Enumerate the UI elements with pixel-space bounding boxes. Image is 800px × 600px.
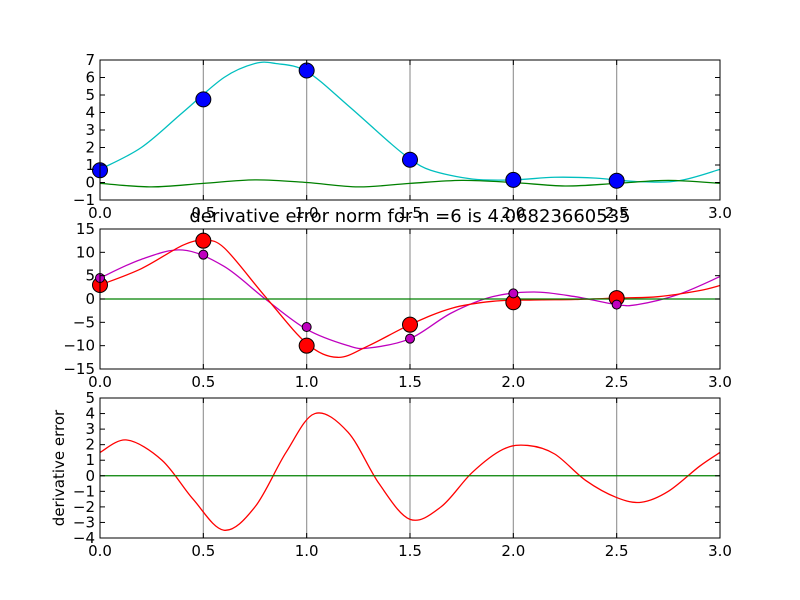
- chart-title: derivative error norm for n =6 is 4.0682…: [189, 206, 630, 227]
- y-tick-label: −4: [73, 529, 95, 547]
- x-tick-label: 2.0: [501, 542, 525, 560]
- data-point: [301, 322, 312, 332]
- x-tick-label: 1.5: [398, 204, 422, 222]
- data-point: [611, 299, 622, 310]
- x-tick-label: 2.5: [605, 204, 629, 222]
- x-tick-label: 2.5: [605, 542, 629, 560]
- data-point: [508, 288, 519, 299]
- data-point: [405, 333, 415, 344]
- series-line-1: [100, 61, 720, 183]
- y-tick-label: 7: [85, 51, 95, 69]
- plot-area: [100, 412, 720, 531]
- data-point: [505, 171, 522, 188]
- y-tick-label: 1: [85, 156, 95, 174]
- x-tick-label: 0.5: [191, 542, 215, 560]
- data-point: [402, 316, 418, 333]
- y-tick-label: 5: [85, 389, 95, 407]
- x-tick-label: 1.5: [398, 373, 422, 391]
- x-tick-label: 0.5: [191, 373, 215, 391]
- y-axis-label: derivative error: [50, 409, 68, 526]
- y-tick-label: 3: [85, 420, 95, 438]
- y-tick-label: −15: [63, 360, 95, 378]
- x-tick-label: 0.0: [88, 542, 112, 560]
- y-tick-label: −5: [73, 313, 95, 331]
- y-tick-label: 10: [76, 243, 95, 261]
- y-tick-label: −1: [73, 191, 95, 209]
- y-tick-label: 0: [85, 174, 95, 192]
- y-tick-label: 5: [85, 267, 95, 285]
- y-tick-label: 0: [85, 467, 95, 485]
- x-tick-label: 1.0: [295, 373, 319, 391]
- y-tick-label: 6: [85, 69, 95, 87]
- data-point: [402, 151, 418, 168]
- x-tick-label: 1.5: [398, 542, 422, 560]
- series-line-1: [100, 412, 720, 531]
- x-tick-label: 1.0: [295, 204, 319, 222]
- y-tick-label: −2: [73, 498, 95, 516]
- x-tick-label: 3.0: [708, 373, 732, 391]
- y-tick-label: 2: [85, 436, 95, 454]
- x-tick-label: 1.0: [295, 542, 319, 560]
- x-tick-label: 2.5: [605, 373, 629, 391]
- y-tick-label: 15: [76, 220, 95, 238]
- data-point: [195, 91, 212, 108]
- x-tick-label: 2.0: [501, 204, 525, 222]
- y-tick-label: 4: [85, 104, 95, 122]
- x-tick-label: 0.0: [88, 373, 112, 391]
- y-tick-label: −3: [73, 513, 95, 531]
- x-tick-label: 3.0: [708, 204, 732, 222]
- y-tick-label: 1: [85, 451, 95, 469]
- y-tick-label: 0: [85, 290, 95, 308]
- x-tick-label: 3.0: [708, 542, 732, 560]
- x-tick-label: 2.0: [501, 373, 525, 391]
- data-point: [608, 172, 625, 189]
- y-tick-label: 4: [85, 405, 95, 423]
- x-tick-label: 0.0: [88, 204, 112, 222]
- y-tick-label: −1: [73, 482, 95, 500]
- data-point: [198, 249, 209, 260]
- data-point: [298, 62, 315, 79]
- y-tick-label: 5: [85, 86, 95, 104]
- y-tick-label: 2: [85, 139, 95, 157]
- y-tick-label: −10: [63, 337, 95, 355]
- data-point: [298, 337, 315, 354]
- chart-panel-2: 0.0 0.5 1.0 1.5 2.0 2.5 3.0 −15 −10 −5 0 5 10 15 deriv…: [63, 206, 732, 391]
- data-point: [195, 232, 212, 249]
- x-tick-label: 0.5: [191, 204, 215, 222]
- y-tick-label: 3: [85, 121, 95, 139]
